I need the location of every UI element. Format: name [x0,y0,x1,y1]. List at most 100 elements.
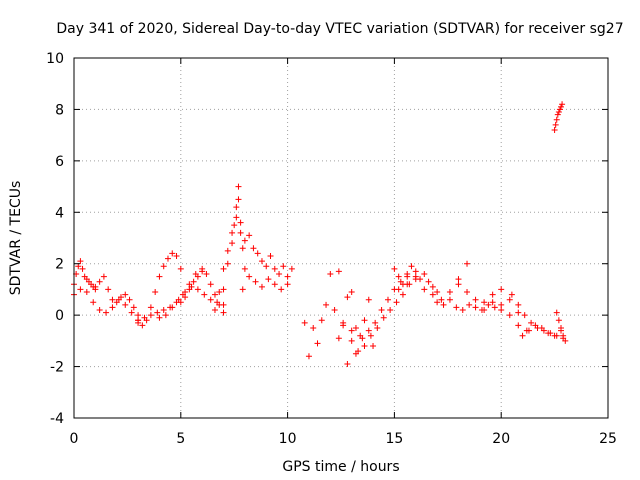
y-tick-label: 2 [55,257,64,273]
data-point [237,219,244,226]
data-point [241,265,248,272]
data-point [412,268,419,275]
data-point [359,335,366,342]
data-point [109,304,116,311]
data-point [327,271,334,277]
data-point [506,296,513,303]
series-t06-08 [211,196,248,313]
series-t08-10 [241,232,291,280]
data-point [79,265,86,272]
data-point [267,253,274,259]
data-point [301,319,308,326]
data-point [154,309,161,316]
data-point [395,273,402,280]
data-point [412,276,419,283]
data-point [305,353,312,360]
y-tick-label: 4 [55,205,64,221]
data-point [370,343,377,349]
data-point [399,291,406,298]
data-point [421,271,428,277]
data-point [438,296,445,303]
data-point [532,322,539,329]
data-point [361,317,368,324]
data-point [481,307,488,313]
y-tick-label: 10 [46,51,64,67]
x-axis-ticks: 0 5 10 15 20 25 [70,58,617,447]
series-t13-15 [348,273,419,355]
data-point [233,204,240,211]
data-point [147,312,154,319]
data-point [310,325,317,331]
data-point [96,278,103,285]
data-point [207,296,214,303]
data-point [229,229,236,236]
series-t10-13 [301,271,355,360]
data-point [421,286,428,293]
data-point [233,214,240,221]
data-point [553,309,560,316]
data-point [498,286,505,293]
data-point [75,263,82,270]
data-point [553,116,560,123]
data-point [152,289,159,295]
data-point [481,299,488,306]
data-point [156,314,163,321]
data-point [554,111,561,118]
data-point [216,289,223,295]
data-point [404,271,411,277]
data-point [254,250,261,257]
data-point [141,314,148,321]
data-point [453,304,460,311]
data-point [194,286,201,293]
data-points [71,101,569,367]
data-point [485,301,492,308]
data-point [77,286,84,293]
data-point [164,255,171,262]
y-tick-label: -2 [50,360,64,376]
data-point [558,325,565,331]
data-point [105,286,112,293]
data-point [156,273,163,280]
data-point [323,301,330,308]
data-point [515,322,522,329]
y-tick-label: 8 [55,102,64,118]
data-point [525,327,532,334]
y-tick-label: 0 [55,308,64,324]
data-point [122,301,129,308]
data-point [348,289,355,295]
series-t12-14 [335,268,377,367]
data-point [365,296,372,303]
data-point [109,296,116,303]
data-point [429,283,436,290]
data-point [374,325,381,331]
data-point [246,232,253,239]
series-t13-15b [352,273,411,342]
data-point [246,273,253,280]
data-point [199,268,206,275]
data-point [558,103,565,110]
data-point [169,250,176,257]
data-point [96,307,103,313]
data-point [173,253,180,259]
data-point [250,245,257,252]
data-point [506,312,513,319]
data-point [130,304,137,311]
data-point [440,301,447,308]
data-point [335,335,342,342]
data-point [288,265,295,272]
data-point [434,289,441,295]
data-point [271,281,278,288]
data-point [429,291,436,298]
data-point [90,299,97,306]
data-point [498,307,505,313]
data-point [472,304,479,311]
data-point [491,304,498,311]
data-point [472,296,479,303]
data-point [201,291,208,298]
y-tick-label: 6 [55,154,64,170]
data-point [455,276,462,283]
data-point [391,265,398,272]
data-point [135,317,142,324]
data-point [147,304,154,311]
